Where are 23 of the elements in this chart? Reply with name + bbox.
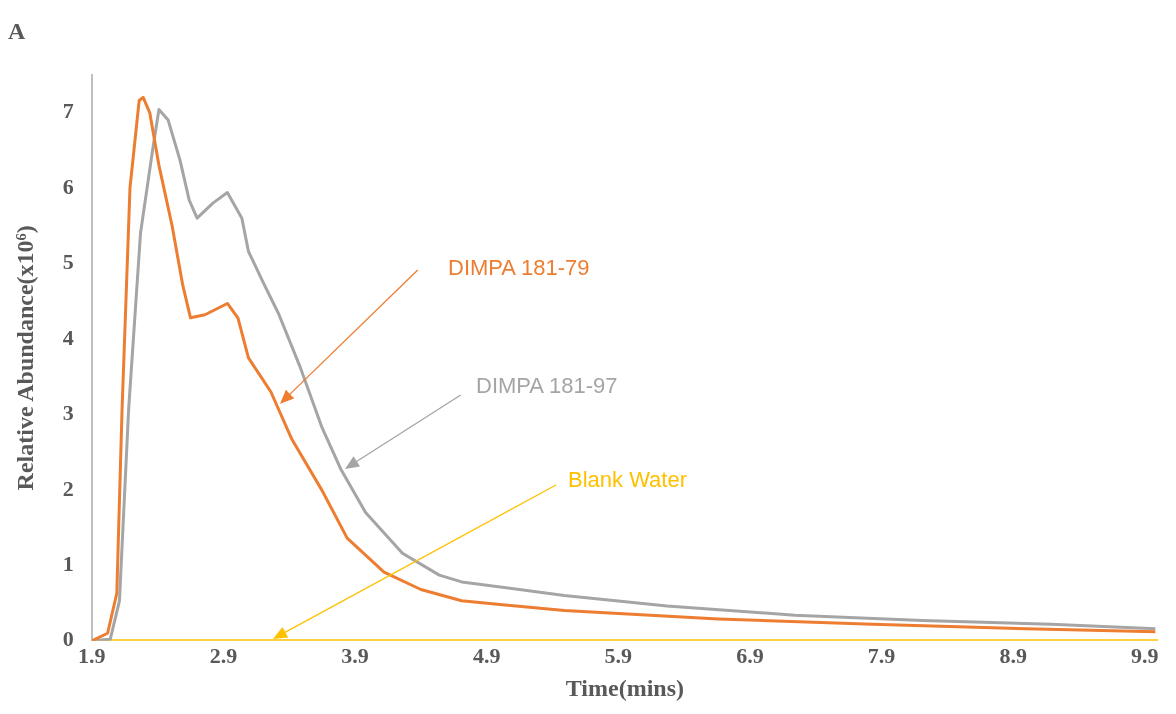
x-tick-label: 7.9 bbox=[867, 642, 896, 668]
text: DIMPA 181-97 bbox=[476, 373, 618, 399]
y-tick-label: 7 bbox=[62, 98, 74, 124]
x-tick-label: 1.9 bbox=[78, 642, 106, 668]
text: Blank Water bbox=[568, 467, 688, 493]
chart-title: A bbox=[8, 17, 26, 44]
x-tick-label: 3.9 bbox=[341, 642, 369, 668]
text: DIMPA 181-79 bbox=[448, 255, 590, 281]
x-tick-label: 8.9 bbox=[999, 642, 1027, 668]
y-tick-label: 0 bbox=[62, 626, 74, 652]
y-tick-label: 1 bbox=[62, 551, 74, 577]
y-tick-label: 2 bbox=[62, 475, 74, 501]
x-tick-label: 9.9 bbox=[1131, 642, 1159, 668]
x-axis-title: Time(mins) bbox=[565, 674, 685, 701]
x-tick-label: 2.9 bbox=[209, 642, 238, 668]
y-axis-title: Relative Abundance(x10⁶) bbox=[11, 225, 38, 491]
y-tick-label: 5 bbox=[62, 249, 74, 275]
y-tick-label: 6 bbox=[62, 173, 74, 199]
x-tick-label: 4.9 bbox=[472, 642, 501, 668]
x-tick-label: 5.9 bbox=[604, 642, 633, 668]
x-tick-label: 6.9 bbox=[736, 642, 764, 668]
y-tick-label: 3 bbox=[62, 400, 74, 426]
y-tick-label: 4 bbox=[62, 324, 74, 350]
